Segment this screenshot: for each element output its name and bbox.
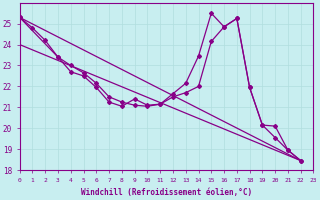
- X-axis label: Windchill (Refroidissement éolien,°C): Windchill (Refroidissement éolien,°C): [81, 188, 252, 197]
